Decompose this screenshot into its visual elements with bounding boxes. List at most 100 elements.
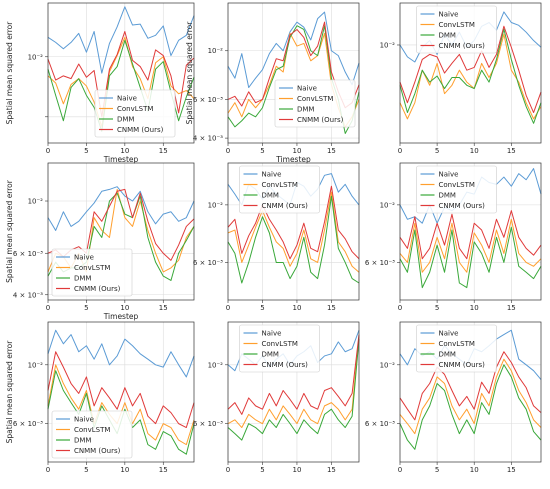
legend-label: Naive: [297, 85, 317, 93]
y-tick-label: 6 × 10⁻³: [13, 250, 43, 258]
y-tick-label: 10⁻²: [208, 201, 224, 209]
y-tick-label: 6 × 10⁻³: [193, 420, 223, 428]
y-tick-label: 6 × 10⁻³: [365, 420, 395, 428]
x-tick-label: 5: [260, 147, 264, 155]
x-tick-label: 10: [292, 147, 301, 155]
x-tick-label: 10: [120, 466, 129, 474]
series-line-convlstm: [227, 191, 360, 273]
legend-box: [239, 324, 320, 373]
y-tick-label: 6 × 10⁻³: [365, 259, 395, 267]
x-tick-label: 0: [398, 466, 402, 474]
y-tick-label: 10⁻²: [28, 53, 44, 61]
legend-label: ConvLSTM: [262, 340, 298, 348]
legend-label: Naive: [439, 11, 459, 19]
legend-box: [94, 89, 176, 138]
x-tick-label: 10: [292, 304, 301, 312]
panel-4: 0 5 10 15 10⁻² 6 × 10⁻³ 4 × 10⁻³ Timestep Spatia…: [5, 162, 195, 321]
axes-frame: [399, 321, 542, 463]
legend-label: ConvLSTM: [74, 264, 110, 272]
legend-label: CNMM (Ours): [439, 42, 486, 50]
legend-label: ConvLSTM: [439, 340, 475, 348]
y-tick-label: 4 × 10⁻³: [193, 135, 223, 143]
legend-label: CNMM (Ours): [262, 202, 309, 210]
legend-label: CNMM (Ours): [262, 361, 309, 369]
x-tick-label: 10: [120, 304, 129, 312]
axes-frame: [47, 2, 195, 144]
series-line-naive: [47, 6, 195, 74]
panel-6: 0 5 10 15 10⁻² 6 × 10⁻³ Naive ConvLSTM DMM CNMM (…: [365, 162, 542, 312]
legend-label: DMM: [262, 351, 279, 359]
axes-frame: [227, 321, 360, 463]
x-tick-label: 15: [327, 466, 336, 474]
legend-label: ConvLSTM: [439, 181, 475, 189]
series-line-cnmm-ours-: [399, 351, 542, 421]
y-tick-label: 10⁻²: [380, 361, 396, 369]
x-tick-label: 0: [46, 147, 50, 155]
legend-box: [274, 79, 356, 128]
y-tick-label: 10⁻²: [208, 47, 224, 55]
panel-3: 0 5 10 15 10⁻² Naive ConvLSTM DMM CNMM (Ours): [380, 2, 542, 155]
legend: Naive ConvLSTM DMM CNMM (Ours): [94, 89, 176, 138]
axes-frame: [227, 2, 360, 144]
legend-label: DMM: [439, 351, 456, 359]
y-axis-label: Spatial mean squared error: [5, 179, 14, 283]
series-line-cnmm-ours-: [399, 25, 542, 114]
x-axis-label: Timestep: [103, 312, 139, 321]
legend-label: Naive: [262, 171, 282, 179]
legend-label: CNMM (Ours): [74, 285, 121, 293]
y-axis-label: Spatial mean squared error: [5, 21, 14, 125]
legend-box: [416, 5, 497, 54]
legend-box: [416, 324, 497, 373]
legend-label: Naive: [262, 330, 282, 338]
series-line-cnmm-ours-: [47, 30, 195, 118]
y-tick-label: 10⁻²: [380, 201, 396, 209]
x-tick-label: 5: [435, 147, 439, 155]
y-axis-label: Spatial mean squared error: [185, 21, 194, 125]
x-tick-label: 0: [46, 304, 50, 312]
legend-label: ConvLSTM: [117, 105, 153, 113]
x-tick-label: 15: [159, 466, 168, 474]
y-tick-label: 4 × 10⁻³: [13, 291, 43, 299]
axes-frame: [399, 162, 542, 301]
x-tick-label: 0: [226, 466, 230, 474]
y-tick-label: 10⁻²: [28, 361, 44, 369]
legend-label: ConvLSTM: [439, 21, 475, 29]
y-tick-label: 6 × 10⁻³: [193, 96, 223, 104]
x-tick-label: 5: [435, 304, 439, 312]
series-line-dmm: [47, 39, 195, 132]
legend-label: DMM: [117, 116, 134, 124]
legend-label: DMM: [439, 32, 456, 40]
x-tick-label: 15: [327, 304, 336, 312]
series-line-convlstm: [399, 218, 542, 273]
legend: Naive ConvLSTM DMM CNMM (Ours): [51, 248, 133, 297]
y-tick-label: 6 × 10⁻³: [193, 259, 223, 267]
panel-1: 0 5 10 15 10⁻² Timestep Spatial mean squared e…: [5, 2, 195, 164]
x-tick-label: 5: [84, 466, 88, 474]
series-line-dmm: [399, 28, 542, 124]
legend: Naive ConvLSTM DMM CNMM (Ours): [239, 165, 320, 214]
series-line-naive: [47, 329, 195, 378]
panel-9: 0 5 10 15 10⁻² 6 × 10⁻³ Naive ConvLSTM DMM CNMM (…: [365, 321, 542, 474]
x-axis-label: Timestep: [103, 155, 139, 164]
x-tick-label: 0: [398, 147, 402, 155]
legend: Naive ConvLSTM DMM CNMM (Ours): [416, 165, 497, 214]
legend-label: Naive: [439, 171, 459, 179]
axes-frame: [47, 321, 195, 463]
y-tick-label: 6 × 10⁻³: [13, 420, 43, 428]
series-line-dmm: [399, 226, 542, 289]
y-tick-label: 10⁻²: [208, 361, 224, 369]
legend-label: Naive: [74, 254, 94, 262]
legend: Naive ConvLSTM DMM CNMM (Ours): [274, 79, 356, 128]
x-tick-label: 10: [120, 147, 129, 155]
x-tick-label: 0: [226, 304, 230, 312]
legend-label: CNMM (Ours): [297, 116, 344, 124]
series-line-convlstm: [227, 336, 360, 429]
axes-frame: [47, 162, 195, 301]
legend: Naive ConvLSTM DMM CNMM (Ours): [51, 410, 133, 459]
x-tick-label: 15: [327, 147, 336, 155]
legend-label: ConvLSTM: [262, 181, 298, 189]
series-line-cnmm-ours-: [47, 351, 195, 429]
series-line-dmm: [399, 364, 542, 450]
x-tick-label: 5: [260, 304, 264, 312]
legend-label: DMM: [297, 106, 314, 114]
